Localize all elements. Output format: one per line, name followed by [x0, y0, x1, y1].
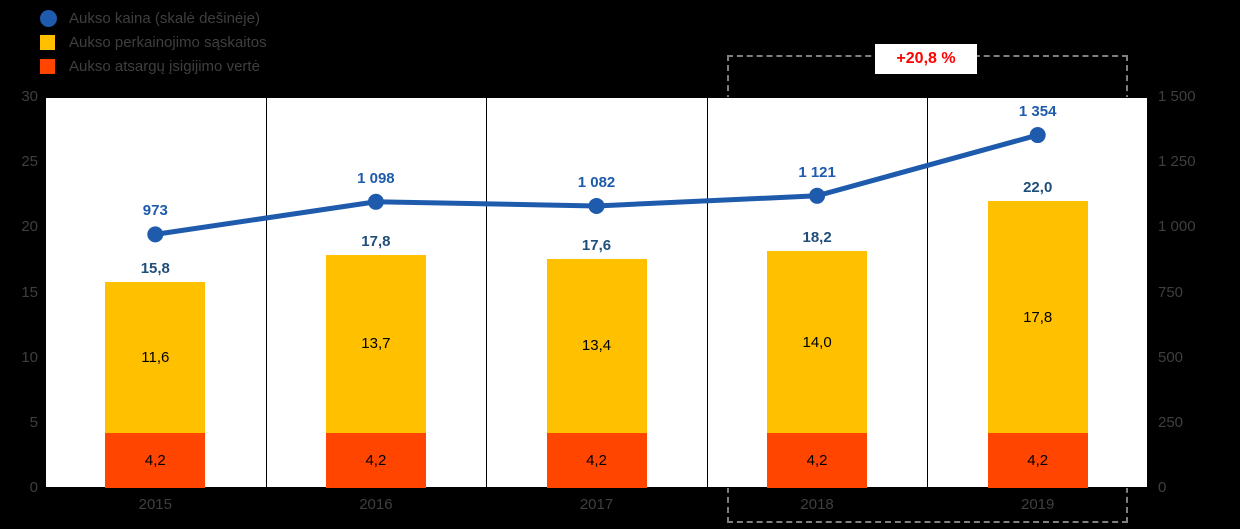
- y-axis-right-tick-label: 1 000: [1158, 218, 1196, 236]
- y-axis-left-tick-label: 20: [21, 218, 38, 236]
- line-point-marker: [588, 197, 605, 214]
- line-point-label: 1 098: [357, 169, 395, 187]
- annotation-text: +20,8 %: [896, 50, 956, 67]
- bar-total-label: 22,0: [1023, 179, 1053, 197]
- legend: Aukso kaina (skalė dešinėje) Aukso perka…: [40, 6, 267, 78]
- bar-total-label: 17,6: [581, 236, 612, 254]
- y-axis-right-tick-label: 500: [1158, 348, 1184, 366]
- bar-total-label: 18,2: [802, 228, 832, 246]
- bar-segment-acquisition-value: 4,2: [325, 433, 426, 488]
- bar-segment-acquisition-value: 4,2: [987, 433, 1088, 488]
- y-axis-left-tick-label: 30: [21, 88, 38, 105]
- square-icon: [40, 58, 55, 74]
- gridline: [706, 97, 708, 488]
- bar-segment-acquisition-value: 4,2: [546, 433, 647, 488]
- bar-segment-acquisition-value: 4,2: [767, 433, 868, 488]
- bar-total-label: 15,8: [140, 260, 170, 278]
- x-axis-label: 2017: [579, 496, 614, 513]
- x-axis-label: 2019: [1021, 496, 1055, 513]
- line-point-marker: [809, 187, 826, 204]
- line-point-label: 973: [142, 202, 168, 220]
- x-axis-label: 2018: [800, 496, 834, 513]
- legend-label: Aukso perkainojimo sąskaitos: [69, 33, 267, 51]
- y-axis-right-tick-label: 250: [1158, 413, 1184, 431]
- y-axis-left-tick-label: 15: [21, 283, 38, 301]
- y-axis-right-tick-label: 1 250: [1158, 153, 1196, 171]
- gridline: [927, 97, 929, 488]
- bar-segment-revaluation-accounts: 11,6: [105, 282, 206, 434]
- gridline: [265, 97, 267, 488]
- line-point-label: 1 354: [1018, 103, 1057, 121]
- circle-icon: [40, 9, 57, 27]
- bar-segment-acquisition-value: 4,2: [105, 433, 206, 488]
- y-axis-left-tick-label: 5: [29, 413, 38, 431]
- y-axis-right-tick-label: 1 500: [1158, 88, 1196, 105]
- legend-item-revaluation-accounts: Aukso perkainojimo sąskaitos: [40, 30, 267, 54]
- legend-label: Aukso kaina (skalė dešinėje): [69, 9, 260, 27]
- y-axis-left-tick-label: 0: [29, 479, 38, 496]
- line-point-marker: [147, 226, 164, 243]
- bar-segment-revaluation-accounts: 13,7: [325, 254, 426, 434]
- gold-price-line: [147, 127, 1046, 243]
- annotation-box: +20,8 %: [875, 44, 977, 74]
- bar-segment-revaluation-accounts: 13,4: [546, 258, 647, 434]
- line-point-marker: [1029, 127, 1046, 144]
- legend-item-gold-price: Aukso kaina (skalė dešinėje): [40, 6, 267, 30]
- gridline: [486, 97, 488, 488]
- y-axis-left-tick-label: 10: [21, 348, 38, 366]
- line-point-label: 1 121: [798, 163, 836, 181]
- line-point-label: 1 082: [577, 173, 616, 191]
- square-icon: [40, 34, 55, 50]
- bar-segment-revaluation-accounts: 14,0: [767, 250, 868, 434]
- y-axis-left-tick-label: 25: [21, 153, 38, 171]
- x-axis-label: 2015: [138, 496, 172, 513]
- bar-total-label: 17,8: [361, 232, 391, 250]
- bar-segment-revaluation-accounts: 17,8: [987, 201, 1088, 434]
- legend-label: Aukso atsargų įsigijimo vertė: [69, 57, 260, 75]
- y-axis-right-tick-label: 0: [1158, 479, 1167, 496]
- y-axis-right-tick-label: 750: [1158, 283, 1184, 301]
- legend-item-acquisition-value: Aukso atsargų įsigijimo vertė: [40, 54, 267, 78]
- line-path: [154, 132, 1039, 237]
- line-point-marker: [367, 193, 384, 210]
- x-axis-label: 2016: [359, 496, 393, 513]
